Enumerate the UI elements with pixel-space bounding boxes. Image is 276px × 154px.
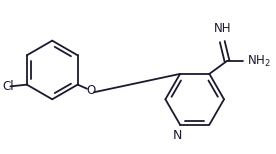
Text: N: N [173, 129, 182, 142]
Text: NH$_2$: NH$_2$ [247, 53, 271, 69]
Text: O: O [86, 84, 95, 97]
Text: Cl: Cl [2, 81, 14, 93]
Text: NH: NH [214, 22, 231, 35]
